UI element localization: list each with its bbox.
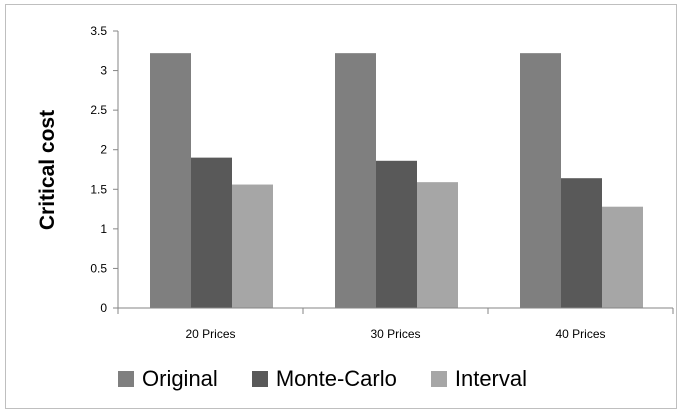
y-tick-label: 1.5 [90, 182, 107, 196]
bar-interval-40-prices [602, 206, 643, 308]
y-tick-label: 0.5 [90, 261, 107, 275]
legend-item-interval: Interval [430, 366, 528, 392]
legend-swatch-interval [430, 371, 447, 387]
legend-swatch-original [118, 371, 134, 387]
bar-monte-carlo-20-prices [191, 157, 232, 308]
bar-interval-30-prices [417, 182, 458, 308]
bar-original-20-prices [150, 53, 191, 308]
bar-monte-carlo-30-prices [376, 160, 417, 308]
y-tick-label: 2.5 [90, 103, 107, 117]
legend-label-interval: Interval [454, 366, 528, 391]
y-axis-label: Critical cost [36, 109, 59, 231]
y-tick-label: 0 [100, 301, 107, 315]
legend-swatch-monte-carlo [251, 371, 268, 387]
x-tick-label: 40 Prices [555, 327, 605, 341]
y-axis-ticks: 0 0.5 1 1.5 2 2.5 3 3.5 [90, 24, 118, 315]
bar-original-30-prices [335, 53, 376, 308]
y-tick-label: 1 [100, 222, 107, 236]
axes [117, 31, 674, 314]
bar-interval-20-prices [232, 184, 273, 308]
y-tick-label: 2 [100, 143, 107, 157]
legend: Original Monte-Carlo Interval [118, 366, 561, 392]
x-tick-label: 30 Prices [370, 327, 420, 341]
legend-label-monte-carlo: Monte-Carlo [275, 366, 397, 391]
x-tick-label: 20 Prices [185, 327, 235, 341]
x-axis-ticks: 20 Prices 30 Prices 40 Prices [185, 327, 605, 341]
y-tick-label: 3.5 [90, 24, 107, 38]
legend-item-monte-carlo: Monte-Carlo [251, 366, 397, 392]
bar-monte-carlo-40-prices [561, 178, 602, 308]
y-tick-label: 3 [100, 64, 107, 78]
legend-item-original: Original [118, 366, 218, 392]
bar-original-40-prices [520, 53, 561, 308]
bars [150, 53, 643, 308]
legend-label-original: Original [142, 366, 218, 391]
